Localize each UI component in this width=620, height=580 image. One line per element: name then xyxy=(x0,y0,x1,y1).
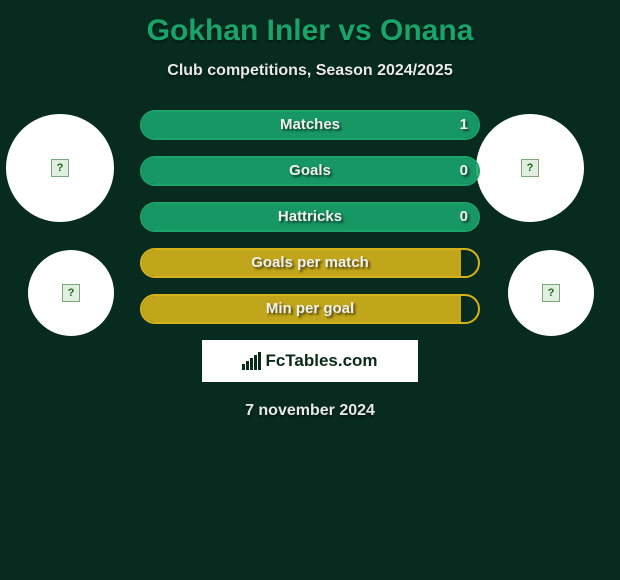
stat-label: Goals per match xyxy=(142,250,478,276)
brand-logo-icon xyxy=(242,352,261,370)
comparison-content: Matches1Goals0Hattricks0Goals per matchM… xyxy=(0,110,620,420)
stat-row: Min per goal xyxy=(140,294,480,324)
brand-logo-text: FcTables.com xyxy=(265,351,377,371)
stat-value: 1 xyxy=(460,112,468,138)
broken-image-icon xyxy=(51,159,69,177)
stat-value: 0 xyxy=(460,158,468,184)
page-title: Gokhan Inler vs Onana xyxy=(0,0,620,48)
stat-label: Matches xyxy=(142,112,478,138)
brand-logo-box: FcTables.com xyxy=(202,340,418,382)
player-avatar-left xyxy=(6,114,114,222)
club-avatar-left xyxy=(28,250,114,336)
stat-row: Goals per match xyxy=(140,248,480,278)
stats-list: Matches1Goals0Hattricks0Goals per matchM… xyxy=(140,110,480,324)
page-subtitle: Club competitions, Season 2024/2025 xyxy=(0,62,620,80)
broken-image-icon xyxy=(62,284,80,302)
stat-row: Goals0 xyxy=(140,156,480,186)
club-avatar-right xyxy=(508,250,594,336)
snapshot-date: 7 november 2024 xyxy=(0,402,620,420)
broken-image-icon xyxy=(521,159,539,177)
broken-image-icon xyxy=(542,284,560,302)
stat-label: Hattricks xyxy=(142,204,478,230)
stat-label: Min per goal xyxy=(142,296,478,322)
stat-row: Hattricks0 xyxy=(140,202,480,232)
player-avatar-right xyxy=(476,114,584,222)
stat-label: Goals xyxy=(142,158,478,184)
stat-row: Matches1 xyxy=(140,110,480,140)
stat-value: 0 xyxy=(460,204,468,230)
